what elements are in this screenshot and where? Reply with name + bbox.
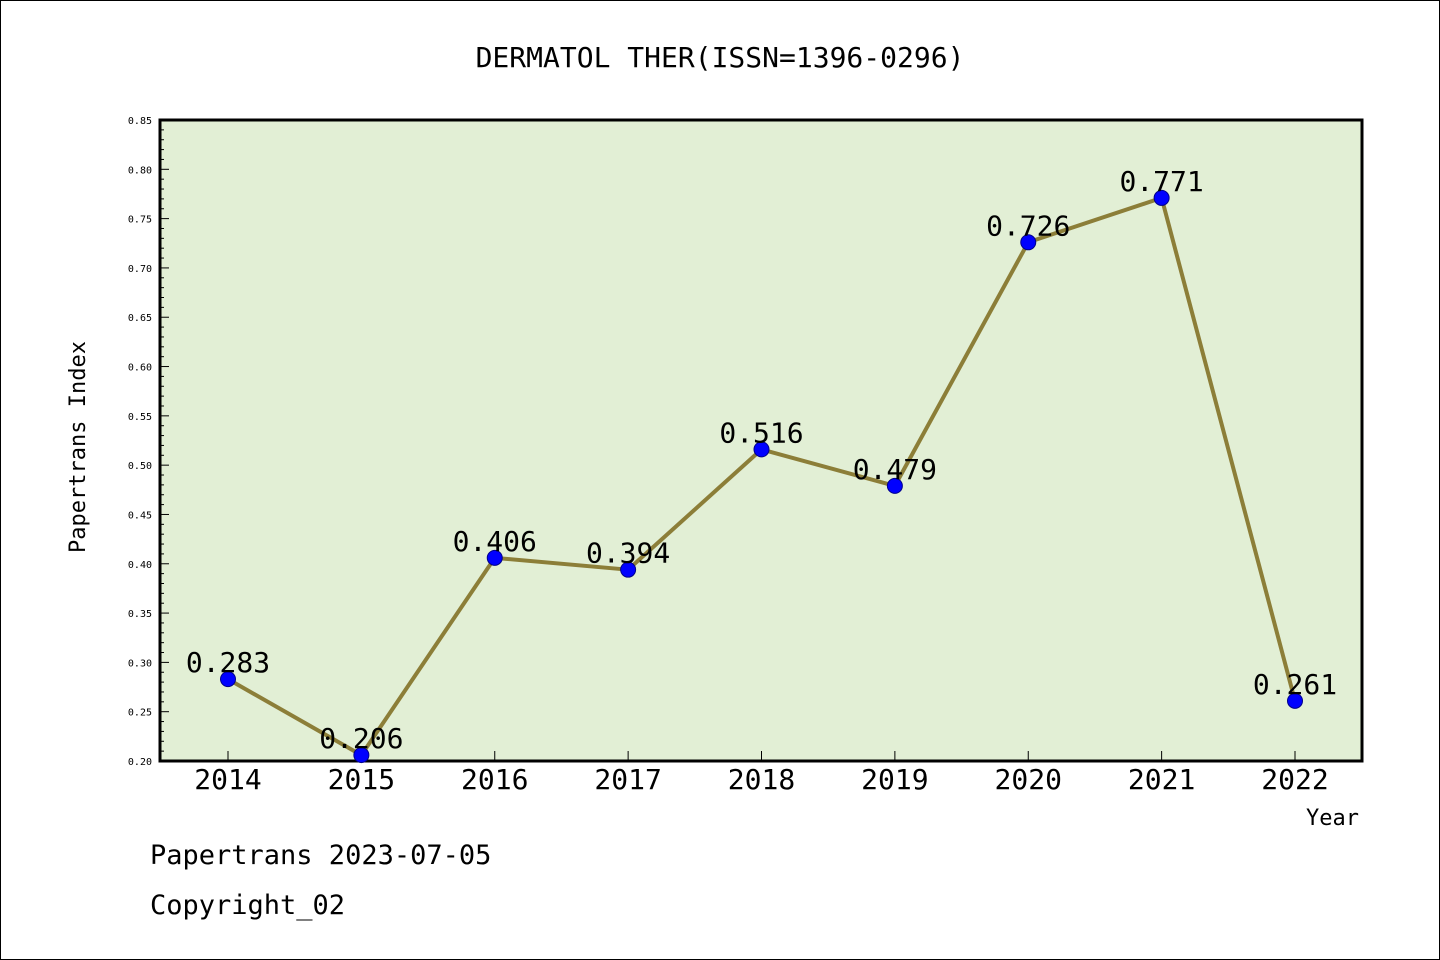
y-tick-label: 0.80 bbox=[128, 165, 152, 176]
data-point bbox=[486, 549, 503, 566]
x-tick-label: 2015 bbox=[328, 763, 395, 796]
x-tick-label: 2018 bbox=[728, 763, 795, 796]
footer-copyright: Copyright_02 bbox=[150, 890, 345, 921]
x-tick-label: 2016 bbox=[461, 763, 528, 796]
data-point bbox=[220, 671, 236, 688]
y-tick-label: 0.85 bbox=[128, 116, 152, 127]
y-tick-label: 0.60 bbox=[128, 363, 152, 374]
data-point bbox=[620, 561, 637, 578]
data-point bbox=[353, 747, 370, 764]
data-label: 0.261 bbox=[1253, 668, 1337, 701]
data-label: 0.726 bbox=[986, 209, 1070, 242]
y-tick-label: 0.65 bbox=[128, 313, 152, 324]
data-label: 0.406 bbox=[453, 525, 537, 558]
y-tick-label: 0.30 bbox=[128, 658, 152, 669]
x-tick-label: 2019 bbox=[861, 763, 928, 796]
data-point bbox=[1287, 692, 1303, 709]
x-axis-ticks: 2014 2015 2016 2017 2018 2019 2020 2021 2022 bbox=[194, 751, 1329, 796]
data-label: 0.516 bbox=[719, 416, 803, 449]
plot-area bbox=[158, 118, 1364, 763]
x-tick-label: 2022 bbox=[1261, 763, 1328, 796]
y-tick-label: 0.35 bbox=[128, 609, 152, 620]
series-layer: 0.283 0.206 0.406 0.394 0.516 0.479 0.726 0.771… bbox=[186, 165, 1337, 764]
data-label: 0.283 bbox=[186, 646, 270, 679]
y-tick-label: 0.20 bbox=[128, 757, 152, 768]
chart-title: DERMATOL THER(ISSN=1396-0296) bbox=[476, 41, 965, 74]
y-axis-title: Papertrans Index bbox=[66, 341, 91, 553]
data-point bbox=[1153, 189, 1170, 206]
data-label: 0.479 bbox=[853, 453, 937, 486]
y-tick-label: 0.55 bbox=[128, 412, 152, 423]
data-point bbox=[886, 477, 903, 494]
x-tick-label: 2021 bbox=[1128, 763, 1195, 796]
data-label: 0.394 bbox=[586, 537, 670, 570]
y-tick-label: 0.70 bbox=[128, 264, 152, 275]
y-tick-label: 0.25 bbox=[128, 708, 152, 719]
y-tick-label: 0.40 bbox=[128, 560, 152, 571]
data-point bbox=[1020, 234, 1037, 251]
x-tick-label: 2020 bbox=[995, 763, 1062, 796]
data-label: 0.206 bbox=[319, 722, 403, 755]
y-tick-label: 0.45 bbox=[128, 510, 152, 521]
y-tick-label: 0.50 bbox=[128, 461, 152, 472]
x-tick-label: 2017 bbox=[594, 763, 661, 796]
y-tick-label: 0.75 bbox=[128, 215, 152, 226]
footer-date: Papertrans 2023-07-05 bbox=[150, 840, 491, 871]
data-point bbox=[753, 441, 770, 458]
data-label: 0.771 bbox=[1119, 165, 1203, 198]
y-axis-ticks: 0.20 0.25 0.30 0.35 0.40 0.45 0.50 0.55 0.60 0.65… bbox=[128, 116, 169, 768]
x-tick-label: 2014 bbox=[194, 763, 261, 796]
x-axis-title: Year bbox=[1306, 806, 1359, 831]
